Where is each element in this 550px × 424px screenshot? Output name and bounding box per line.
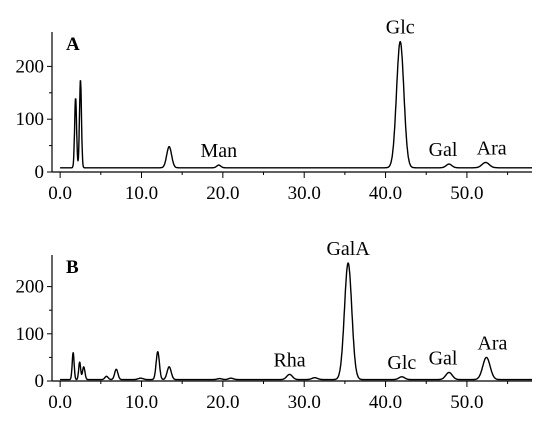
x-tick-label-a: 10.0 <box>125 183 158 204</box>
chromatogram-trace-a <box>59 40 533 169</box>
x-tick-label-b: 40.0 <box>369 392 402 413</box>
peak-label-ara: Ara <box>477 137 507 159</box>
x-tick-label-b: 50.0 <box>450 392 483 413</box>
y-tick-label-a: 0 <box>35 162 45 183</box>
panel-a: 0 100 200 0.0 10.0 20.0 30.0 40.0 50.0 A Man Glc Gal… <box>16 17 533 204</box>
x-tick-label-a: 30.0 <box>288 183 321 204</box>
chromatogram-trace-b <box>59 262 533 381</box>
x-tick-label-b: 20.0 <box>206 392 239 413</box>
y-tick-label-b: 0 <box>35 371 45 392</box>
peak-label-gal: Gal <box>429 139 458 161</box>
y-tick-label-a: 200 <box>16 56 45 77</box>
x-tick-label-a: 50.0 <box>450 183 483 204</box>
x-tick-label-a: 40.0 <box>369 183 402 204</box>
panel-label-b: B <box>66 257 79 278</box>
x-tick-label-b: 0.0 <box>48 392 72 413</box>
y-tick-label-a: 100 <box>16 109 45 130</box>
y-tick-label-b: 100 <box>16 324 45 345</box>
peak-label-ara: Ara <box>477 332 507 354</box>
peak-label-gala: GalA <box>326 238 370 260</box>
x-tick-label-a: 20.0 <box>206 183 239 204</box>
x-tick-label-a: 0.0 <box>48 183 72 204</box>
panel-label-a: A <box>66 34 80 55</box>
peak-label-gal: Gal <box>429 348 458 370</box>
y-tick-label-b: 200 <box>16 277 45 298</box>
peak-label-man: Man <box>200 140 237 162</box>
x-tick-label-b: 10.0 <box>125 392 158 413</box>
peak-label-glc: Glc <box>386 17 415 39</box>
peak-label-rha: Rha <box>273 349 305 371</box>
x-tick-label-b: 30.0 <box>288 392 321 413</box>
panel-b: 0 100 200 0.0 10.0 20.0 30.0 40.0 50.0 B Rha GalA Gl… <box>16 238 533 413</box>
peak-label-glc: Glc <box>387 352 416 374</box>
